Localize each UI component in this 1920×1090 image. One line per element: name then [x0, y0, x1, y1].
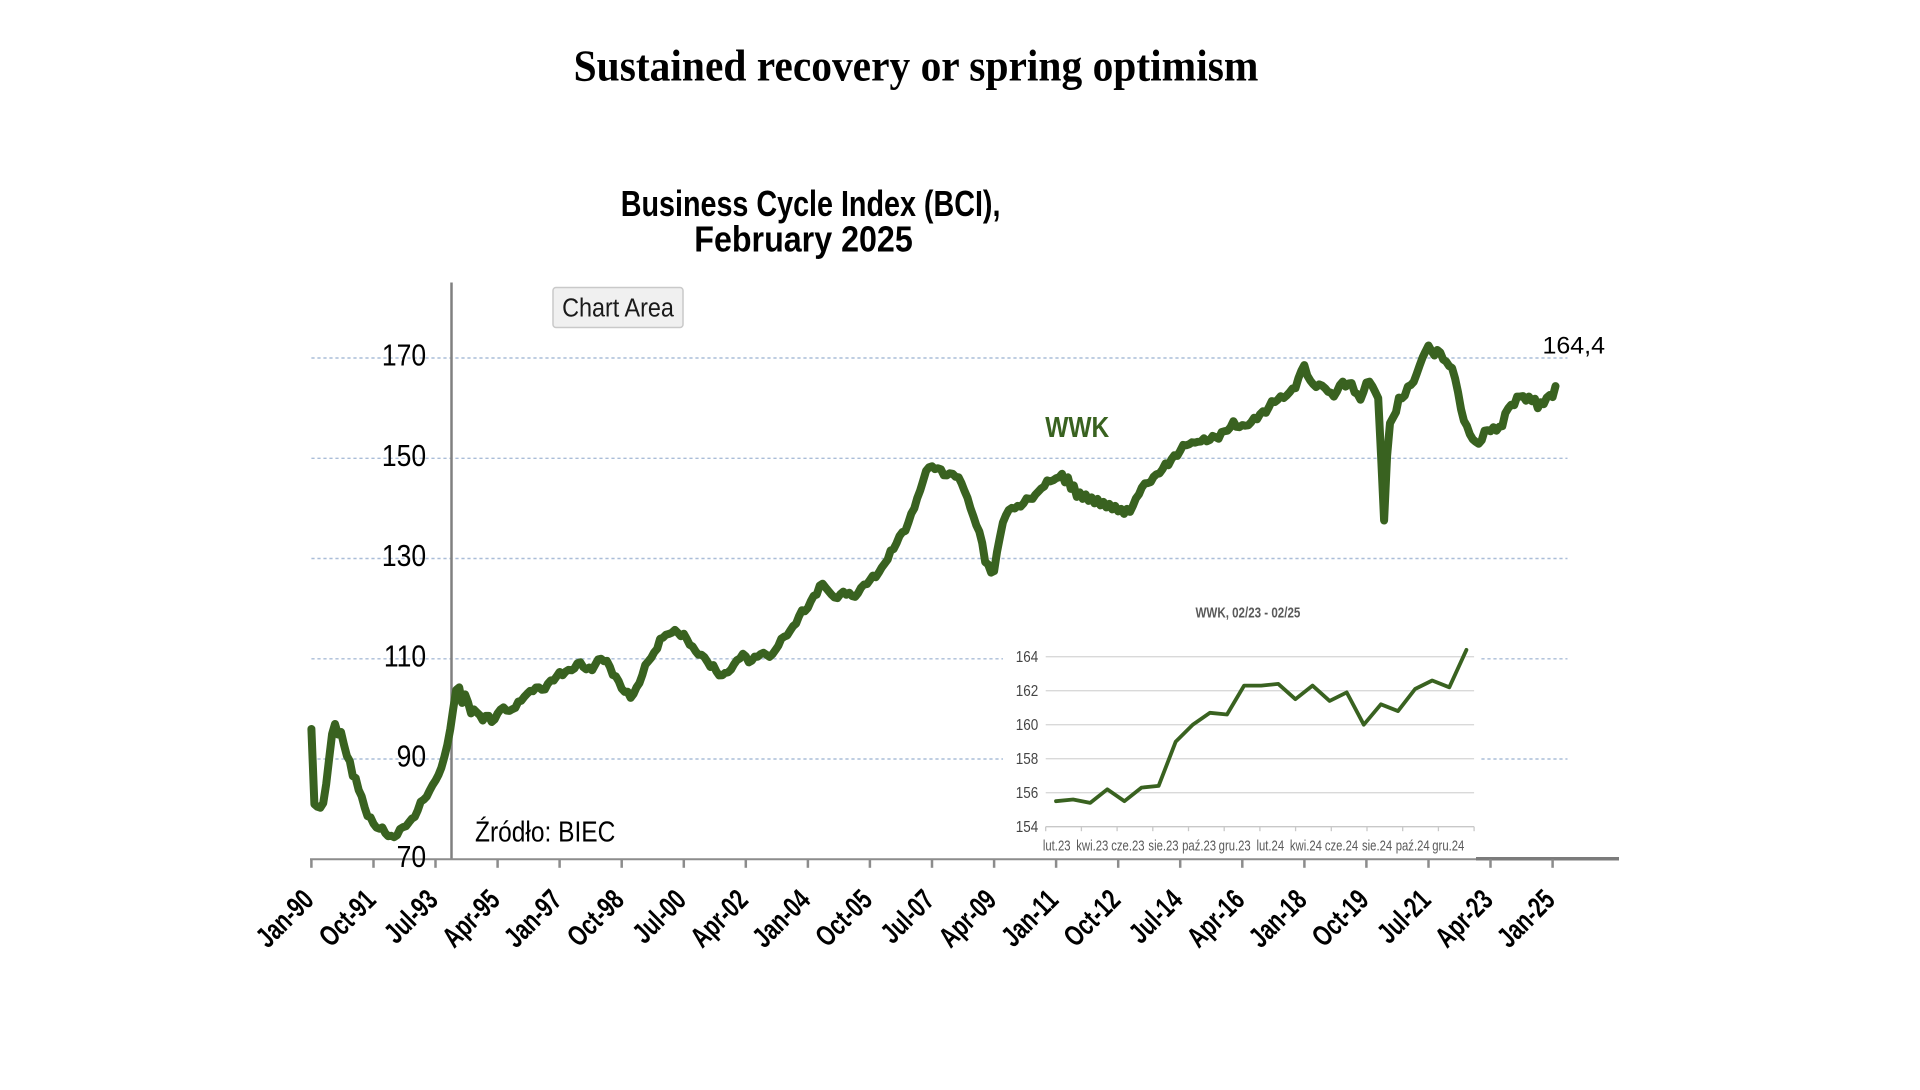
svg-text:162: 162: [1016, 683, 1038, 700]
svg-text:170: 170: [382, 339, 426, 373]
svg-text:164,4: 164,4: [1543, 333, 1606, 360]
svg-text:sie.23: sie.23: [1148, 837, 1178, 854]
svg-text:kwi.23: kwi.23: [1076, 837, 1108, 854]
svg-text:cze.23: cze.23: [1111, 837, 1144, 854]
svg-text:Sustained recovery or spring o: Sustained recovery or spring optimism: [574, 42, 1259, 91]
svg-text:WWK: WWK: [1045, 411, 1109, 443]
svg-text:90: 90: [397, 740, 426, 774]
svg-text:156: 156: [1016, 785, 1038, 802]
svg-text:lut.23: lut.23: [1043, 837, 1071, 854]
svg-text:paź.24: paź.24: [1396, 837, 1430, 854]
svg-text:110: 110: [384, 639, 426, 673]
svg-text:kwi.24: kwi.24: [1290, 837, 1322, 854]
svg-text:154: 154: [1016, 819, 1038, 836]
svg-text:WWK, 02/23 - 02/25: WWK, 02/23 - 02/25: [1195, 604, 1300, 621]
svg-text:gru.23: gru.23: [1219, 837, 1251, 854]
svg-text:February 2025: February 2025: [694, 220, 912, 260]
svg-text:paź.23: paź.23: [1182, 837, 1216, 854]
svg-text:150: 150: [382, 439, 426, 473]
svg-text:160: 160: [1016, 717, 1038, 734]
svg-text:lut.24: lut.24: [1256, 837, 1284, 854]
svg-text:130: 130: [382, 539, 426, 573]
svg-text:gru.24: gru.24: [1432, 837, 1464, 854]
svg-text:Chart Area: Chart Area: [562, 295, 674, 323]
svg-text:164: 164: [1016, 649, 1038, 666]
svg-text:sie.24: sie.24: [1362, 837, 1392, 854]
svg-text:70: 70: [397, 840, 426, 874]
svg-text:Źródło: BIEC: Źródło: BIEC: [475, 815, 615, 847]
svg-text:Business Cycle Index (BCI),: Business Cycle Index (BCI),: [621, 184, 1001, 224]
svg-text:cze.24: cze.24: [1325, 837, 1358, 854]
svg-text:158: 158: [1016, 751, 1038, 768]
